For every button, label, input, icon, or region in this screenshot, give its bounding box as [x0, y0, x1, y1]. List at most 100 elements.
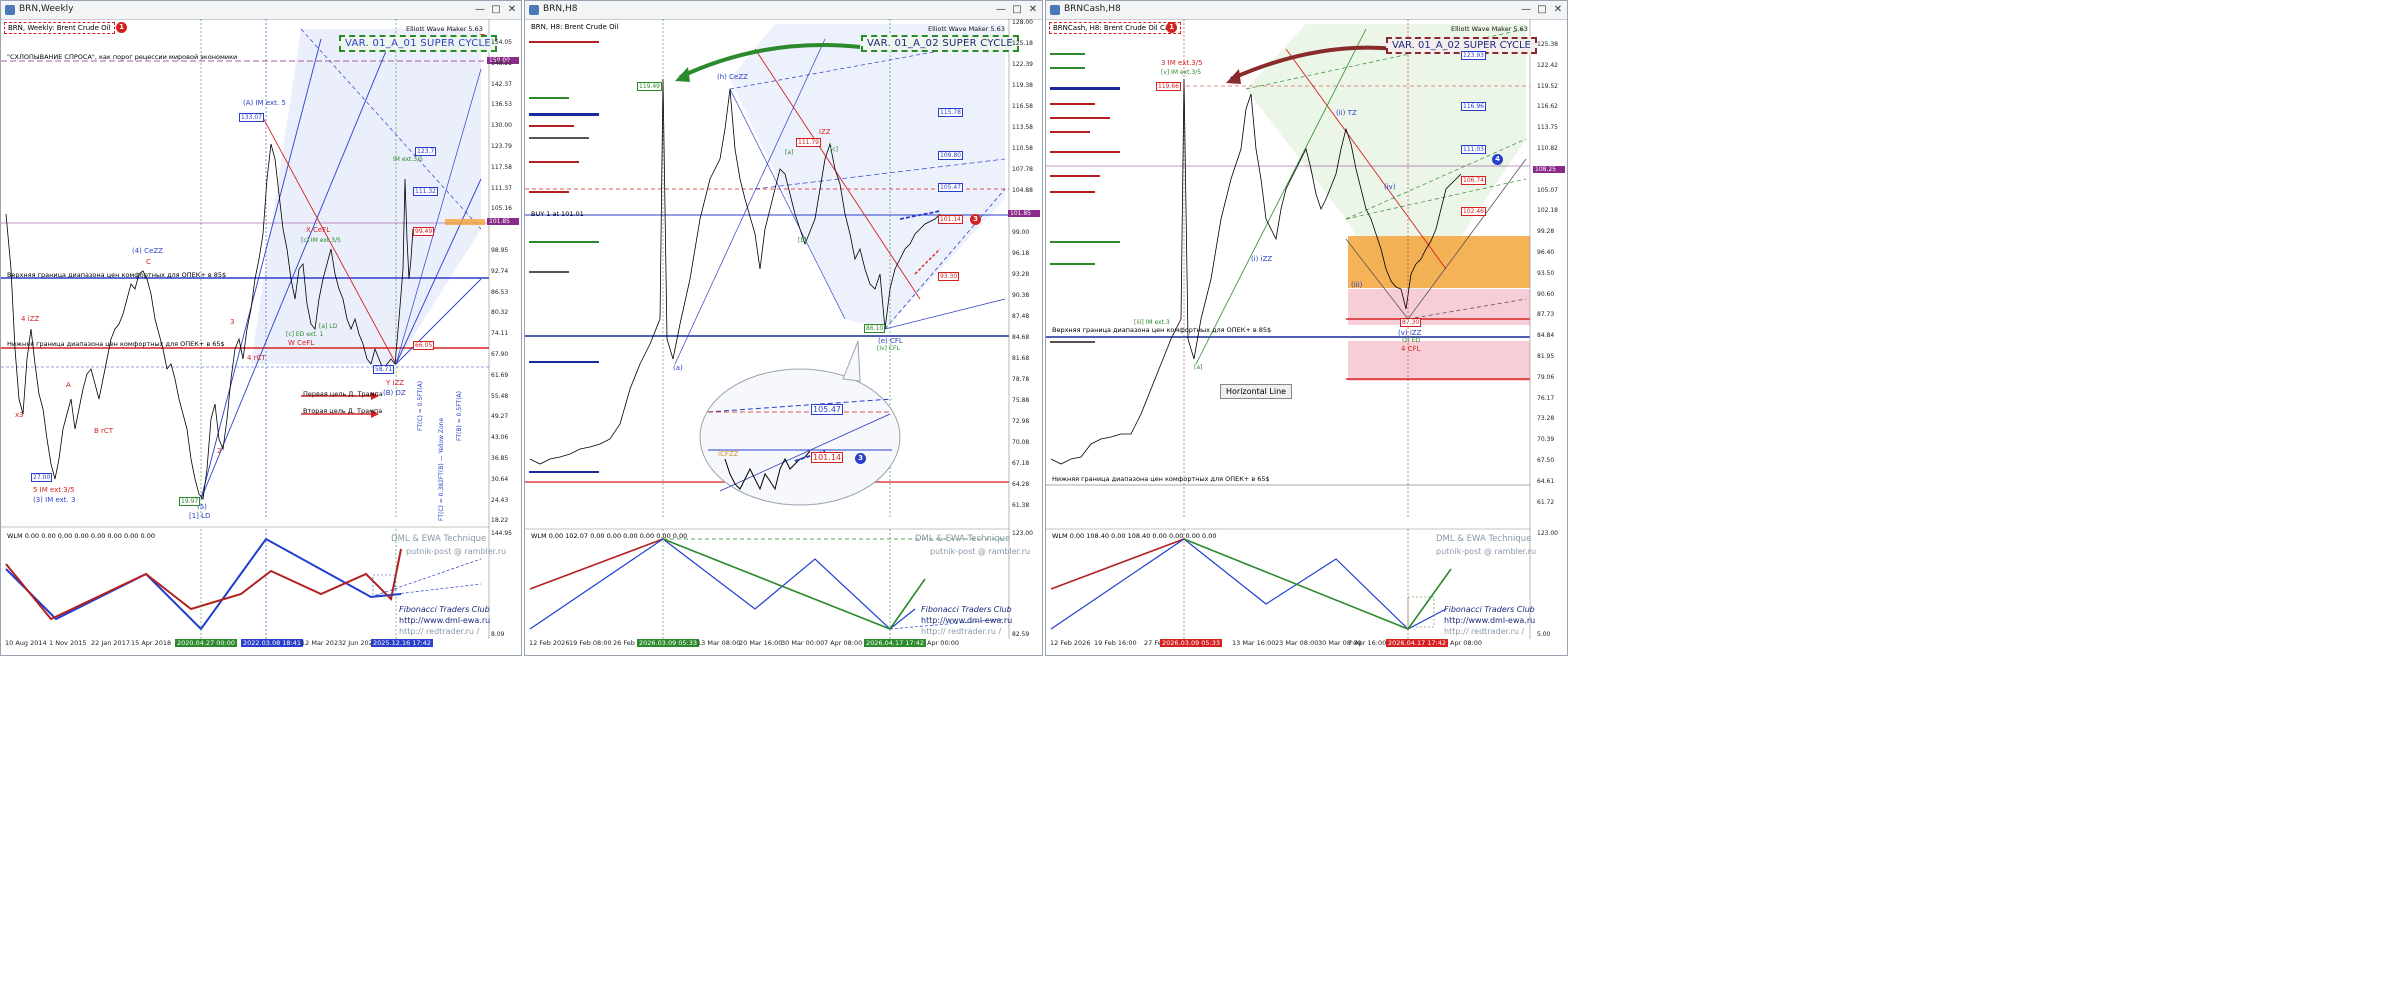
minimize-icon[interactable]: — — [1521, 4, 1531, 15]
price-box: 102.46 — [1461, 207, 1486, 216]
marker-badge-3-zoom: 3 — [855, 453, 866, 464]
variant-label: VAR. 01_A_02 SUPER CYCLE — [861, 35, 1020, 52]
indicator-name: Elliott Wave Maker 5.63 — [406, 25, 483, 33]
window-titlebar[interactable]: BRN,Weekly — □ ✕ — [1, 1, 521, 20]
price-axis-tick: 122.39 — [1012, 61, 1033, 68]
minimize-icon[interactable]: — — [475, 4, 485, 15]
watermark: DML & EWA Technique — [915, 534, 1011, 544]
price-axis-tick: 110.58 — [1012, 145, 1033, 152]
price-chart-canvas[interactable] — [525, 19, 1043, 656]
date-tick-highlight: 2026.03.09 05:33 — [637, 639, 700, 647]
date-tick-highlight: 2026.04.17 17:42 — [1386, 639, 1449, 647]
wave-label: (h) CeZZ — [717, 73, 748, 81]
wlm-indicator-label: WLM 0.00 108.40 0.00 108.40 0.00 0.00 0.… — [1052, 532, 1217, 540]
price-box: 109.80 — [938, 151, 963, 160]
wave-label: A — [66, 381, 71, 389]
wave-label: [c] IM ext.3/5 — [301, 237, 341, 244]
price-chart-canvas[interactable] — [1046, 19, 1568, 656]
price-axis-tick: 99.28 — [1537, 228, 1555, 236]
date-tick: 30 Mar 00:00 — [781, 639, 825, 647]
price-axis[interactable] — [491, 37, 521, 517]
price-axis-tick: 125.18 — [1012, 40, 1033, 47]
price-axis-tick: 113.58 — [1012, 124, 1033, 131]
indicator-name: Elliott Wave Maker 5.63 — [1451, 25, 1528, 33]
price-axis-tick: 87.48 — [1012, 313, 1030, 320]
maximize-icon[interactable]: □ — [1537, 4, 1547, 15]
date-tick: Apr 08:00 — [1450, 639, 1483, 647]
watermark: DML & EWA Technique — [391, 534, 487, 544]
price-box: 99.49 — [413, 227, 435, 236]
wave-label: (v) iZZ — [1398, 329, 1422, 337]
price-axis-tick: 102.18 — [1537, 207, 1558, 215]
price-axis-tick: 110.82 — [1537, 145, 1558, 152]
fib-club-url[interactable]: http://www.dml-ewa.ru — [1444, 616, 1536, 625]
upper-bound-label: Верхняя граница диапазона цен комфортных… — [1052, 326, 1272, 334]
price-axis-tick: 111.37 — [491, 184, 512, 192]
price-axis-tick: 128.00 — [1012, 19, 1033, 26]
time-axis[interactable]: 12 Feb 2026 19 Feb 08:00 26 Feb 1 2026.0… — [529, 639, 1010, 649]
fib-club-url[interactable]: http://www.dml-ewa.ru — [921, 616, 1013, 625]
chart-window-icon — [5, 5, 15, 15]
maximize-icon[interactable]: □ — [1012, 4, 1022, 15]
minimize-icon[interactable]: — — [996, 4, 1006, 15]
price-box: 101.14 — [938, 215, 963, 224]
price-box: 86.10 — [864, 324, 886, 333]
chart-window-brncash-h8[interactable]: BRNCash,H8 — □ ✕ — [1045, 0, 1568, 656]
current-price-tag: 101.85 — [1008, 210, 1040, 217]
wave-label: [a] LD — [319, 323, 338, 330]
window-titlebar[interactable]: BRNCash,H8 — □ ✕ — [1046, 1, 1567, 20]
fib-club-label: Fibonacci Traders Club — [921, 605, 1012, 614]
fib-club-label: Fibonacci Traders Club — [399, 605, 490, 614]
price-axis-tick: 119.52 — [1537, 82, 1558, 90]
price-axis-tick: 64.28 — [1012, 481, 1030, 488]
maximize-icon[interactable]: □ — [491, 4, 501, 15]
price-axis-tick: 70.39 — [1537, 436, 1555, 444]
wave-label: 5 IM ext.3/5 — [33, 486, 75, 494]
price-axis-tick: 76.17 — [1537, 394, 1555, 402]
wave-label: C — [146, 258, 151, 266]
time-axis[interactable]: 12 Feb 2026 19 Feb 16:00 27 Feb 2026.03.… — [1050, 639, 1535, 649]
chart-window-brn-weekly[interactable]: BRN,Weekly — □ ✕ — [0, 0, 522, 656]
close-icon[interactable]: ✕ — [507, 4, 517, 15]
wave-label: X CeFL — [306, 226, 331, 234]
redtrader-url[interactable]: http:// redtrader.ru / — [399, 627, 480, 636]
wave-label: [b] — [798, 237, 807, 244]
wave-label: (4) CeZZ — [132, 247, 163, 255]
price-box: 123.93 — [1461, 51, 1486, 60]
wave-label: [1] LD — [189, 512, 211, 520]
redtrader-url[interactable]: http:// redtrader.ru / — [921, 627, 1002, 636]
price-box: 133.07 — [239, 113, 264, 122]
chart-window-brn-h8[interactable]: BRN,H8 — □ ✕ — [524, 0, 1043, 656]
lower-bound-label: Нижняя граница диапазона цен комфортных … — [1052, 475, 1270, 483]
price-axis-tick: 116.62 — [1537, 103, 1558, 111]
price-axis-tick: 93.28 — [1012, 271, 1030, 278]
wave-label: (iii) — [1351, 281, 1363, 289]
price-box: 19.97 — [179, 497, 201, 506]
price-axis-tick: 107.78 — [1012, 166, 1033, 173]
window-titlebar[interactable]: BRN,H8 — □ ✕ — [525, 1, 1042, 20]
fib-club-url[interactable]: http://www.dml-ewa.ru — [399, 616, 491, 625]
price-axis-tick: 61.38 — [1012, 502, 1030, 509]
price-box: 119.66 — [1156, 82, 1181, 91]
price-axis-tick: 104.88 — [1012, 187, 1033, 194]
wave-label: (i) iZZ — [1251, 255, 1273, 263]
price-axis-tick: 75.88 — [1012, 397, 1030, 404]
date-tick-highlight: 2022.03.08 18:41 — [241, 639, 304, 647]
price-axis-tick: 36.85 — [491, 455, 509, 462]
price-box: 66.05 — [413, 341, 435, 350]
note-demand-collapse: "СХЛОПЫВАНИЕ СПРОСА", как порог рецессии… — [7, 53, 238, 61]
redtrader-url[interactable]: http:// redtrader.ru / — [1444, 627, 1525, 636]
price-axis-tick: 84.84 — [1537, 332, 1555, 340]
watermark-email: putnik-post @ rambler.ru — [930, 547, 1031, 556]
wave-label: (ii) TZ — [1336, 109, 1357, 117]
time-axis[interactable]: 10 Aug 2014 1 Nov 2015 22 Jan 2017 15 Ap… — [5, 639, 489, 649]
sub-price-bottom: 82.59 — [1012, 631, 1030, 638]
wave-label: [a] — [785, 149, 794, 156]
price-axis-tick: 93.50 — [1537, 269, 1555, 277]
symbol-label: BRNCash, H8: Brent Crude Oil Cash — [1049, 22, 1182, 34]
price-chart-canvas[interactable] — [1, 19, 522, 656]
close-icon[interactable]: ✕ — [1553, 4, 1563, 15]
price-axis-tick: 87.73 — [1537, 311, 1555, 319]
price-box: 58.71 — [373, 365, 395, 374]
close-icon[interactable]: ✕ — [1028, 4, 1038, 15]
